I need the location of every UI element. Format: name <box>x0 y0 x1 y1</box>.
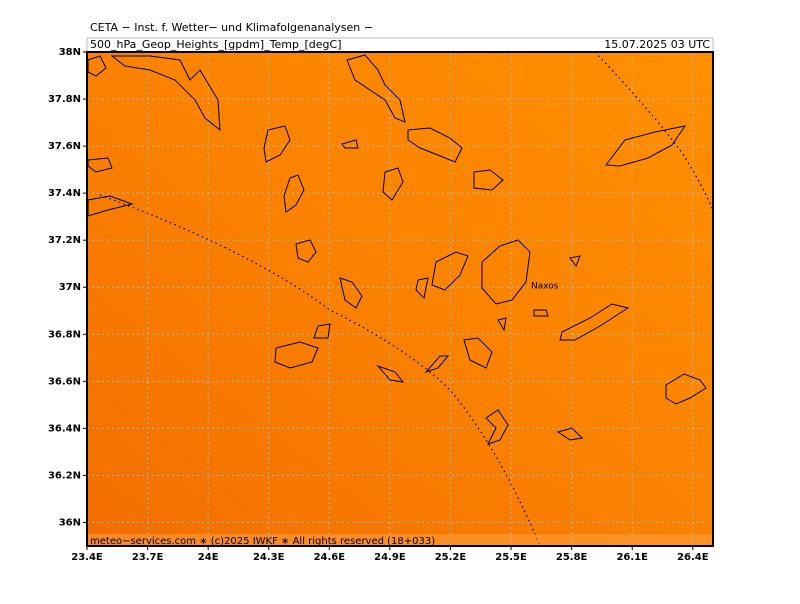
y-tick-label: 37.8N <box>48 94 81 105</box>
subtitle: 500_hPa_Geop_Heights_[gpdm]_Temp_[degC] <box>90 38 342 51</box>
frame <box>86 51 714 547</box>
x-tick-label: 24E <box>198 552 219 563</box>
x-tick-label: 24.6E <box>314 552 346 563</box>
footer-bar <box>87 534 713 546</box>
x-tick-label: 23.4E <box>71 552 103 563</box>
y-tick-label: 38N <box>59 47 81 58</box>
footer: meteo−services.com ∗ (c)2025 IWKF ∗ All … <box>90 536 435 547</box>
field <box>87 52 713 546</box>
x-tick-label: 25.2E <box>435 552 467 563</box>
y-tick-label: 37.6N <box>48 141 81 152</box>
x-tick-label: 26.4E <box>677 552 709 563</box>
x-tick-label: 25.5E <box>495 552 527 563</box>
x-tick-label: 26.1E <box>616 552 648 563</box>
y-tick-label: 36.8N <box>48 329 81 340</box>
y-tick-label: 36N <box>59 517 81 528</box>
header-title: CETA − Inst. f. Wetter− und Klimafolgena… <box>90 21 373 34</box>
y-tick-label: 37.4N <box>48 188 81 199</box>
place-label: Naxos <box>531 282 559 292</box>
y-tick-label: 37N <box>59 282 81 293</box>
y-tick-label: 36.4N <box>48 423 81 434</box>
y-tick-label: 37.2N <box>48 235 81 246</box>
x-tick-label: 23.7E <box>132 552 164 563</box>
x-tick-label: 24.9E <box>374 552 406 563</box>
valid-time: 15.07.2025 03 UTC <box>604 38 710 51</box>
x-tick-label: 24.3E <box>253 552 285 563</box>
y-tick-label: 36.2N <box>48 470 81 481</box>
x-tick-label: 25.8E <box>556 552 588 563</box>
y-tick-label: 36.6N <box>48 376 81 387</box>
